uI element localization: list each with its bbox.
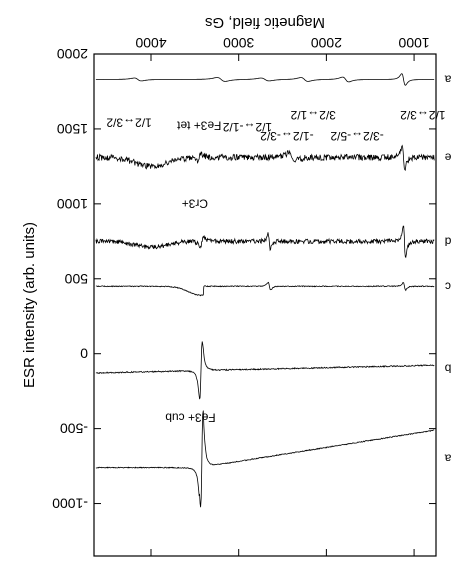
series-trace-d-2 (95, 225, 435, 259)
plot-frame (93, 53, 437, 557)
annotation-label: Fe3+ cub (165, 411, 216, 425)
annotation-label: 3/2↔1/2 (290, 108, 336, 122)
series-trace-a-5 (95, 410, 435, 508)
x-tick-label: 1000 (398, 35, 429, 51)
series-label: d (445, 234, 452, 248)
x-tick-label: 3000 (223, 35, 254, 51)
series-trace-c-3 (95, 281, 435, 297)
annotation-label: 1/2↔3/2 (400, 108, 446, 122)
annotation-label: 1/2↔3/2 (106, 115, 152, 129)
series-trace-b-4 (95, 341, 435, 400)
series-label: b (444, 362, 451, 376)
y-tick-label: 500 (64, 271, 88, 287)
annotation-label: -3/2↔-5/2 (330, 129, 384, 143)
y-tick-label: 2000 (57, 46, 88, 62)
series-trace-a-0 (95, 73, 435, 86)
series-label: c (445, 279, 451, 293)
y-tick-label: 0 (80, 346, 88, 362)
annotation-label: Fe3+ tet (176, 118, 221, 132)
x-tick-label: 4000 (135, 35, 166, 51)
series-trace-e-1 (95, 144, 435, 171)
series-label: a (444, 452, 451, 466)
annotation-label: -1/2↔-3/2 (260, 129, 314, 143)
y-tick-label: 1000 (57, 196, 88, 212)
y-tick-label: -500 (60, 421, 88, 437)
y-tick-label: -1000 (52, 496, 88, 512)
series-label: e (444, 150, 451, 164)
x-tick-label: 2000 (311, 35, 342, 51)
x-axis-title: Magnetic field, Gs (205, 14, 325, 31)
annotation-label: Cr3+ (182, 196, 208, 210)
y-axis-title: ESR intensity (arb. units) (21, 222, 38, 388)
series-label: a (444, 72, 451, 86)
annotation-label: 1/2↔-1/2 (222, 120, 272, 134)
y-tick-label: 1500 (57, 121, 88, 137)
